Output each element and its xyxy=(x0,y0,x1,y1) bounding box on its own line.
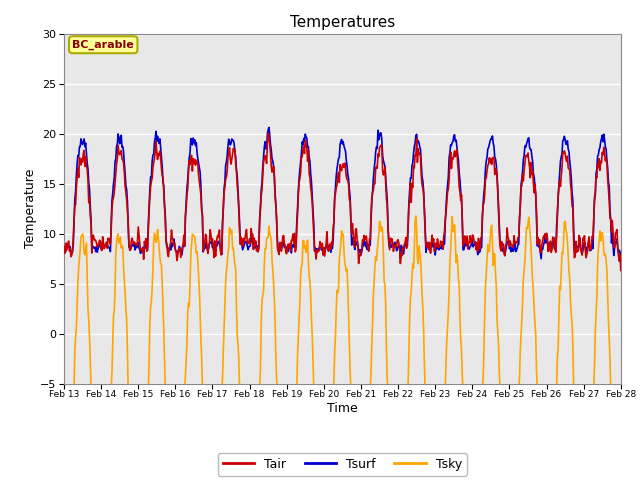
Legend: Tair, Tsurf, Tsky: Tair, Tsurf, Tsky xyxy=(218,453,467,476)
Text: BC_arable: BC_arable xyxy=(72,40,134,50)
Y-axis label: Temperature: Temperature xyxy=(24,169,37,249)
X-axis label: Time: Time xyxy=(327,402,358,415)
Title: Temperatures: Temperatures xyxy=(290,15,395,30)
